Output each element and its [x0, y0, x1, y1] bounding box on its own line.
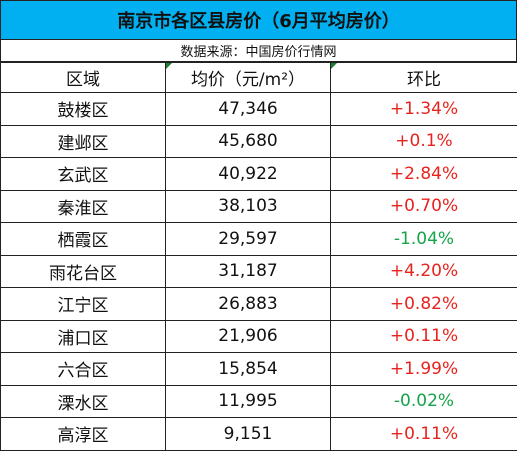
- header-district: 区域: [0, 62, 166, 93]
- change-cell: +1.99%: [330, 352, 517, 386]
- table-row: 六合区 15,854 +1.99%: [0, 352, 517, 386]
- table-row: 雨花台区 31,187 +4.20%: [0, 254, 517, 288]
- district-cell: 鼓楼区: [0, 92, 166, 126]
- district-cell: 雨花台区: [0, 254, 166, 288]
- district-cell: 玄武区: [0, 157, 166, 191]
- price-grid: 区域 均价（元/m²） 环比 鼓楼区 47,346 +1.34% 建邺区 45,…: [0, 62, 517, 451]
- price-cell: 31,187: [165, 254, 331, 288]
- header-row: 区域 均价（元/m²） 环比: [0, 62, 517, 93]
- price-cell: 11,995: [165, 384, 331, 418]
- header-price: 均价（元/m²）: [165, 62, 331, 93]
- district-cell: 高淳区: [0, 417, 166, 451]
- change-cell: +0.70%: [330, 189, 517, 223]
- table-row: 高淳区 9,151 +0.11%: [0, 417, 517, 451]
- district-cell: 栖霞区: [0, 222, 166, 256]
- table-title: 南京市各区县房价（6月平均房价）: [0, 0, 517, 40]
- price-cell: 15,854: [165, 352, 331, 386]
- price-cell: 26,883: [165, 287, 331, 321]
- price-cell: 38,103: [165, 189, 331, 223]
- change-cell: -0.02%: [330, 384, 517, 418]
- change-cell: +0.1%: [330, 124, 517, 158]
- table-row: 栖霞区 29,597 -1.04%: [0, 222, 517, 256]
- cell-marker-icon: [331, 63, 337, 69]
- price-cell: 21,906: [165, 319, 331, 353]
- price-cell: 47,346: [165, 92, 331, 126]
- table-row: 秦淮区 38,103 +0.70%: [0, 189, 517, 223]
- header-change: 环比: [330, 62, 517, 93]
- change-cell: +4.20%: [330, 254, 517, 288]
- change-cell: +1.34%: [330, 92, 517, 126]
- change-cell: +0.11%: [330, 417, 517, 451]
- district-cell: 六合区: [0, 352, 166, 386]
- district-cell: 溧水区: [0, 384, 166, 418]
- cell-marker-icon: [166, 63, 172, 69]
- price-cell: 40,922: [165, 157, 331, 191]
- change-cell: +0.82%: [330, 287, 517, 321]
- district-cell: 浦口区: [0, 319, 166, 353]
- district-cell: 江宁区: [0, 287, 166, 321]
- table-row: 溧水区 11,995 -0.02%: [0, 384, 517, 418]
- price-cell: 29,597: [165, 222, 331, 256]
- change-cell: -1.04%: [330, 222, 517, 256]
- table-row: 鼓楼区 47,346 +1.34%: [0, 92, 517, 126]
- change-cell: +2.84%: [330, 157, 517, 191]
- table-row: 玄武区 40,922 +2.84%: [0, 157, 517, 191]
- table-row: 浦口区 21,906 +0.11%: [0, 319, 517, 353]
- change-cell: +0.11%: [330, 319, 517, 353]
- district-cell: 秦淮区: [0, 189, 166, 223]
- price-cell: 45,680: [165, 124, 331, 158]
- price-cell: 9,151: [165, 417, 331, 451]
- table-row: 江宁区 26,883 +0.82%: [0, 287, 517, 321]
- district-cell: 建邺区: [0, 124, 166, 158]
- data-source: 数据来源：中国房价行情网: [0, 40, 517, 62]
- table-row: 建邺区 45,680 +0.1%: [0, 124, 517, 158]
